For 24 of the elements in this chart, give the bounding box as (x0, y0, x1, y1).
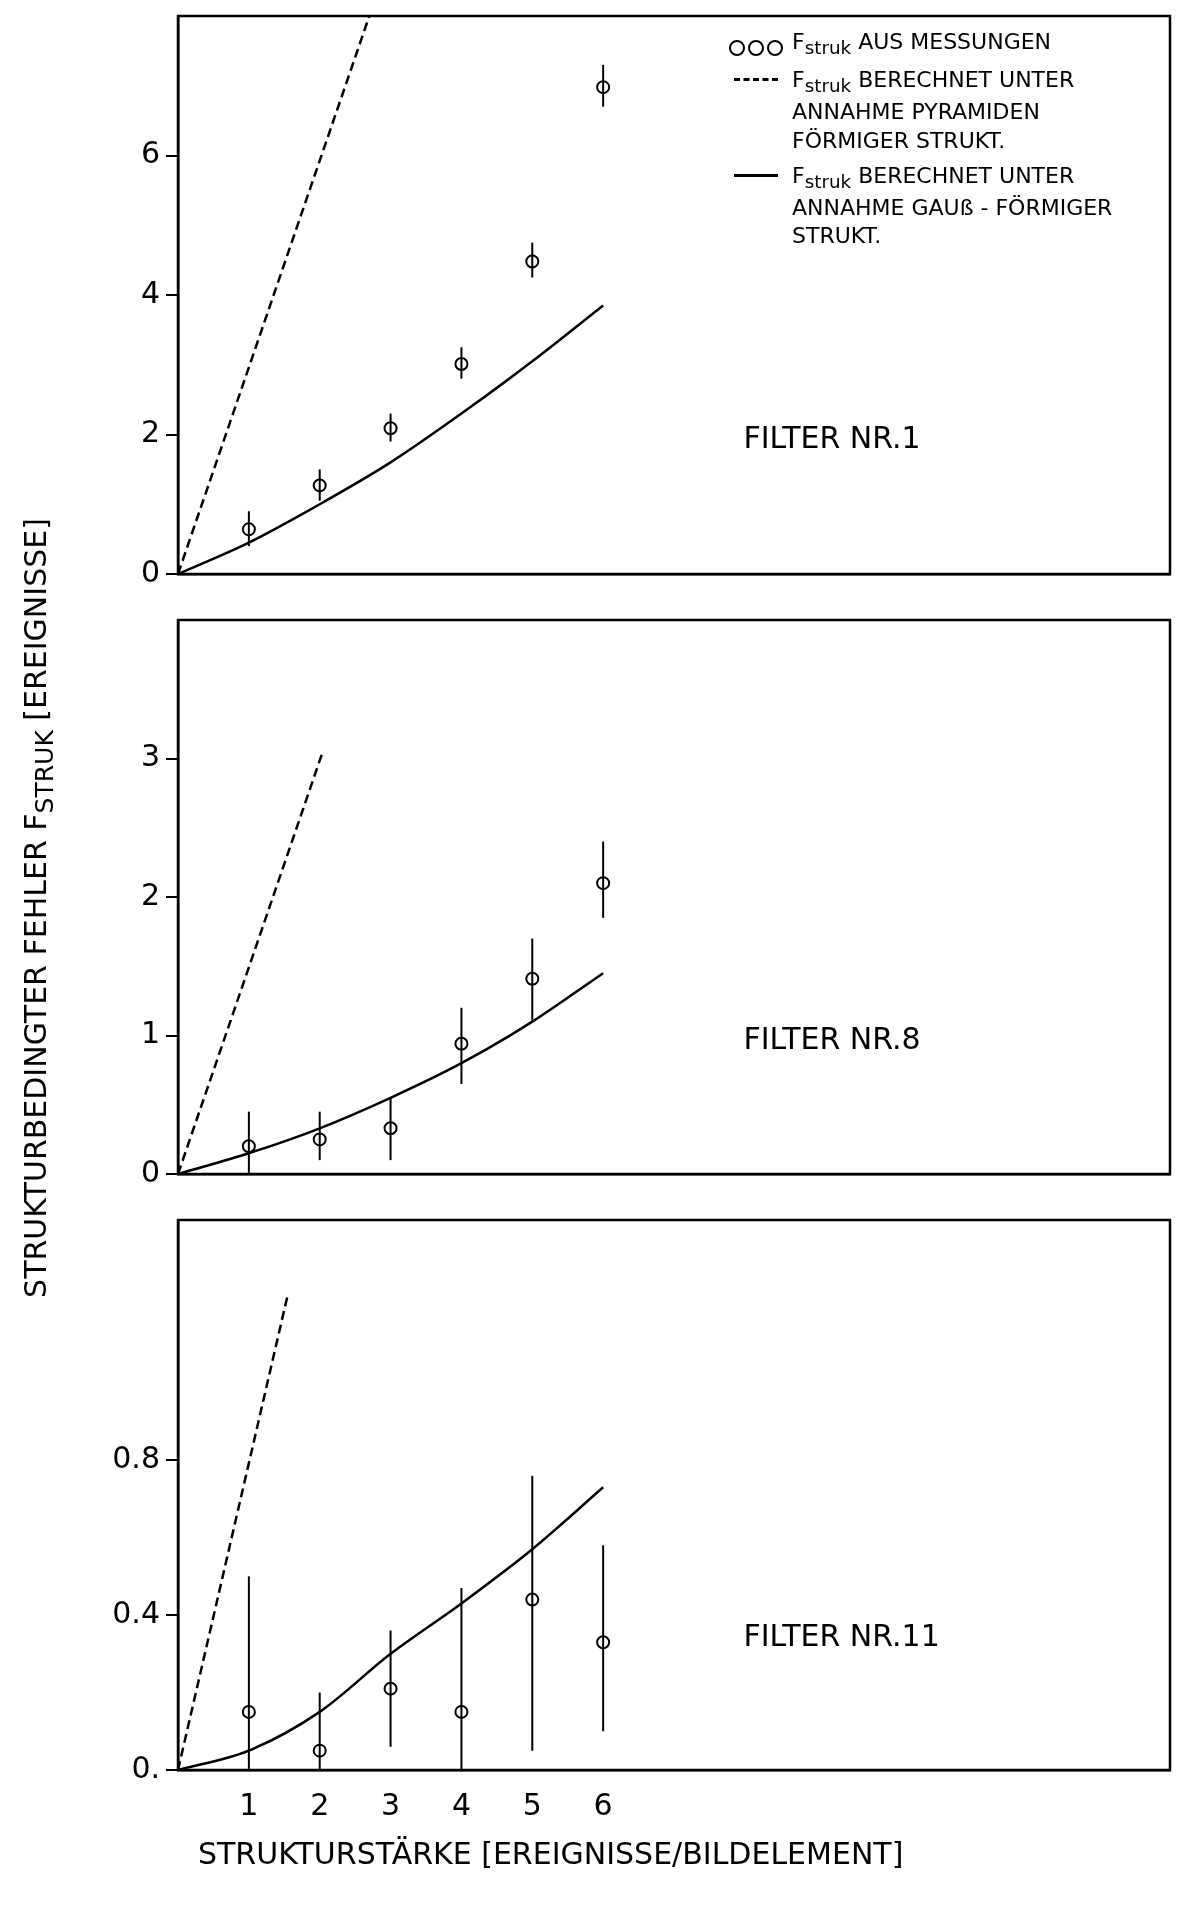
x-tick-label: 1 (239, 1786, 259, 1822)
x-tick-label: 4 (451, 1786, 471, 1822)
annotation: FILTER NR.11 (743, 1617, 940, 1653)
legend-label: F$_{struk}$ BERECHNET UNTER ANNAHME GAUß - FÖRMIGER STRUKT. (792, 161, 1114, 251)
x-tick-label: 3 (381, 1786, 401, 1822)
legend-label: F$_{struk}$ AUS MESSUNGEN (792, 28, 1053, 61)
y-tick-label: 4 (140, 274, 160, 310)
annotation: FILTER NR.8 (743, 1020, 921, 1056)
annotation: FILTER NR.1 (743, 419, 921, 455)
x-tick-label: 6 (593, 1786, 613, 1822)
y-tick-label: 0 (140, 553, 160, 589)
y-tick-label: 2 (140, 876, 160, 912)
legend-label: F$_{struk}$ BERECHNET UNTER ANNAHME PYRAMIDEN FÖRMIGER STRUKT. (792, 66, 1076, 155)
y-tick-label: 2 (140, 414, 160, 450)
x-axis-title: STRUKTURSTÄRKE [EREIGNISSE/BILDELEMENT] (198, 1836, 905, 1871)
y-tick-label: 0.4 (112, 1594, 160, 1630)
y-tick-label: 0 (140, 1153, 160, 1189)
y-tick-label: 1 (140, 1015, 160, 1051)
y-tick-label: 3 (140, 738, 160, 774)
x-tick-label: 2 (310, 1786, 330, 1822)
y-tick-label: 6 (140, 135, 160, 171)
y-tick-label: 0. (131, 1749, 160, 1785)
x-tick-label: 5 (522, 1786, 542, 1822)
y-tick-label: 0.8 (112, 1439, 160, 1475)
